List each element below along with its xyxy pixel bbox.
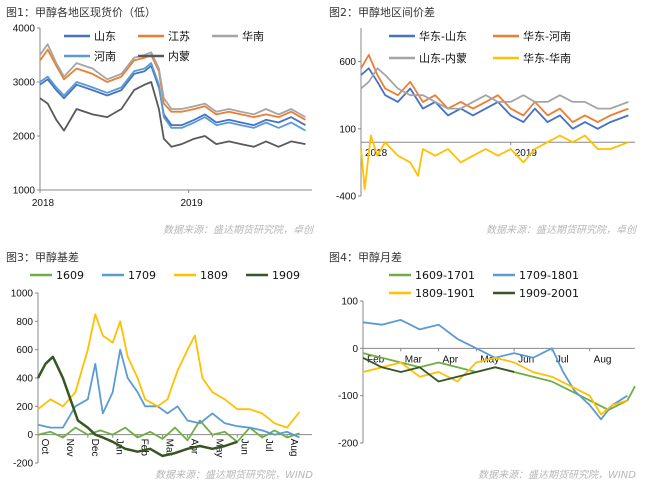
y-tick-label: -100 [338,391,358,402]
y-tick-label: 1000 [13,186,36,197]
legend-label: 1909-2001 [519,287,579,300]
x-tick-label: Mar [405,354,423,365]
y-tick-label: 100 [339,124,356,135]
y-tick-label: -200 [13,459,33,470]
legend-label: 1809 [200,269,228,282]
y-tick-label: 600 [339,57,356,68]
x-tick-label: Jul [263,439,274,452]
x-tick-label: Aug [288,439,299,457]
series-line-华东-山东 [360,67,629,130]
y-tick-label: -200 [338,439,358,450]
x-tick-label: Apr [443,354,459,365]
series-line-江苏 [39,48,306,121]
series-line-山东-内蒙 [360,67,629,110]
y-tick-label: 400 [16,374,33,385]
y-tick-label: -400 [336,192,356,203]
chart-panel-spot-price: 图1：甲醇各地区现货价（低） 1000 2000 3000 4000 2018 2019 山… [0,0,323,244]
chart-source: 数据来源：盛达期货研究院，卓创 [163,225,313,236]
series-line-华南 [39,43,306,118]
x-tick-label: Feb [367,354,385,365]
x-tick-label: 2018 [32,198,55,209]
x-tick-label: Aug [594,354,612,365]
series-line-1909 [36,355,238,458]
legend-label: 华东-河南 [523,29,571,43]
chart-panel-basis: 图3：甲醇基差 -200 0 200 400 600 800 1000 Oct Nov Dec Ja… [0,245,323,489]
chart-panel-month-spread: 图4：甲醇月差 -200 -100 0 100 Feb Mar Apr May Jun Jul Au… [323,245,646,489]
x-tick-label: Feb [139,439,150,457]
legend-label: 河南 [94,50,116,63]
x-tick-label: Dec [89,439,100,457]
y-tick-label: 3000 [13,78,36,89]
chart-panel-regional-spread: 图2：甲醇地区间价差 -400 100 600 2018 2019 华东-山东 华东-河南山… [323,0,646,244]
chart-source: 数据来源：盛达期货研究院，WIND [154,470,313,481]
chart-title: 图3：甲醇基差 [6,251,79,264]
x-tick-label: Mar [164,439,175,457]
chart-title: 图2：甲醇地区间价差 [329,6,435,19]
legend-label: 山东 [94,30,116,43]
x-tick-label: Nov [64,439,75,457]
legend-label: 内蒙 [168,49,190,63]
legend-label: 山东-内蒙 [419,51,467,65]
legend-label: 华东-山东 [419,29,467,43]
series-line-内蒙 [39,81,306,148]
series-line-河南 [39,62,306,132]
legend-label: 1709-1801 [519,269,579,282]
chart-source: 数据来源：盛达期货研究院，WIND [477,470,636,481]
legend-label: 江苏 [168,30,190,43]
chart-title: 图1：甲醇各地区现货价（低） [6,6,156,19]
legend-label: 1809-1901 [415,287,475,300]
legend-label: 1709 [128,269,156,282]
y-tick-label: 200 [16,402,33,413]
legend-label: 1609-1701 [415,269,475,282]
series-line-山东 [39,64,306,127]
x-tick-label: Jun [518,354,534,365]
series-line-1709-1801 [362,319,628,421]
x-tick-label: Jul [556,354,569,365]
x-tick-label: Jun [238,439,249,455]
y-tick-label: 1000 [11,289,34,300]
legend-label: 华东-华南 [523,51,571,65]
legend-label: 1609 [56,269,84,282]
series-line-1609 [37,419,300,443]
series-line-1909-2001 [362,356,515,383]
y-tick-label: 2000 [13,132,36,143]
y-tick-label: 4000 [13,24,36,35]
y-tick-label: 800 [16,317,33,328]
series-line-1809 [37,313,301,429]
y-tick-label: 0 [352,344,358,355]
series-line-华东-华南 [360,134,629,191]
chart-source: 数据来源：盛达期货研究院，卓创 [486,225,636,236]
legend-label: 华南 [242,29,264,43]
y-tick-label: 0 [27,430,33,441]
series-line-1809-1901 [362,356,628,416]
y-tick-label: 100 [341,297,358,308]
x-tick-label: 2019 [180,198,203,209]
chart-title: 图4：甲醇月差 [329,251,402,264]
series-line-华东-河南 [360,54,629,123]
y-tick-label: 600 [16,345,33,356]
legend-label: 1909 [272,269,300,282]
x-tick-label: 2019 [515,148,538,159]
x-tick-label: Oct [39,439,50,455]
